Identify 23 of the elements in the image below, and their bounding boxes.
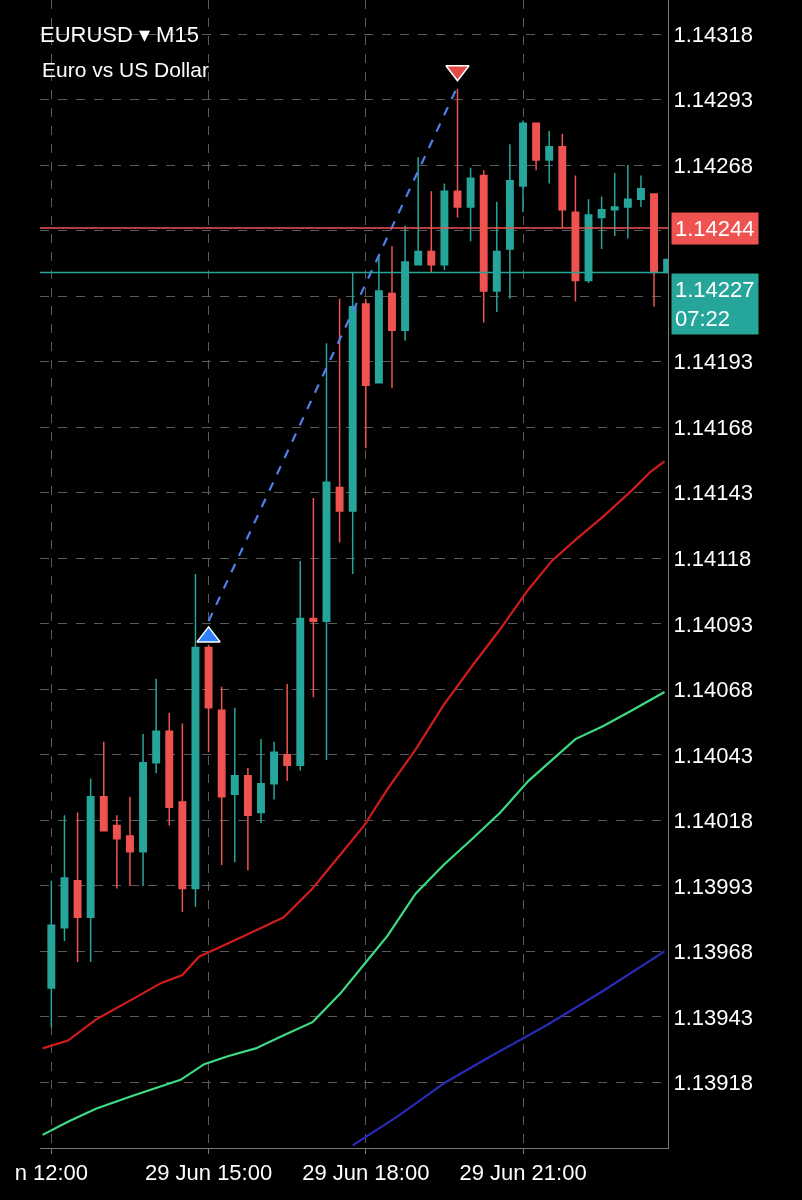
y-tick-label: 1.14093 [673, 611, 753, 637]
y-tick-label: 1.14268 [673, 152, 753, 178]
ref-line-label: 1.14227 07:22 [675, 277, 755, 331]
y-tick-label: 1.14118 [673, 545, 752, 571]
x-tick-label: 29 Jun 18:00 [302, 1160, 430, 1186]
y-tick-label: 1.13943 [673, 1004, 753, 1030]
x-tick-label: 29 Jun 15:00 [144, 1160, 273, 1186]
y-tick-label: 1.14168 [673, 414, 753, 440]
y-tick-label: 1.13918 [673, 1070, 753, 1096]
y-tick-label: 1.14143 [673, 480, 753, 506]
text: EURUSD ▾ M15 [40, 21, 199, 47]
y-tick-label: 1.14193 [673, 349, 753, 375]
x-tick-label: 29 Jun 21:00 [459, 1160, 587, 1186]
y-tick-label: 1.13968 [673, 939, 753, 965]
y-tick-label: 1.14043 [673, 742, 753, 768]
y-tick-label: 1.14068 [673, 677, 753, 703]
text: Euro vs US Dollar [42, 58, 209, 81]
y-tick-label: 1.14318 [673, 21, 753, 47]
y-tick-label: 1.13993 [673, 873, 753, 899]
y-tick-label: 1.14293 [673, 87, 753, 113]
x-tick-label: n 12:00 [14, 1160, 89, 1186]
ref-line-label: 1.14244 [675, 216, 755, 241]
y-tick-label: 1.14018 [673, 808, 753, 834]
